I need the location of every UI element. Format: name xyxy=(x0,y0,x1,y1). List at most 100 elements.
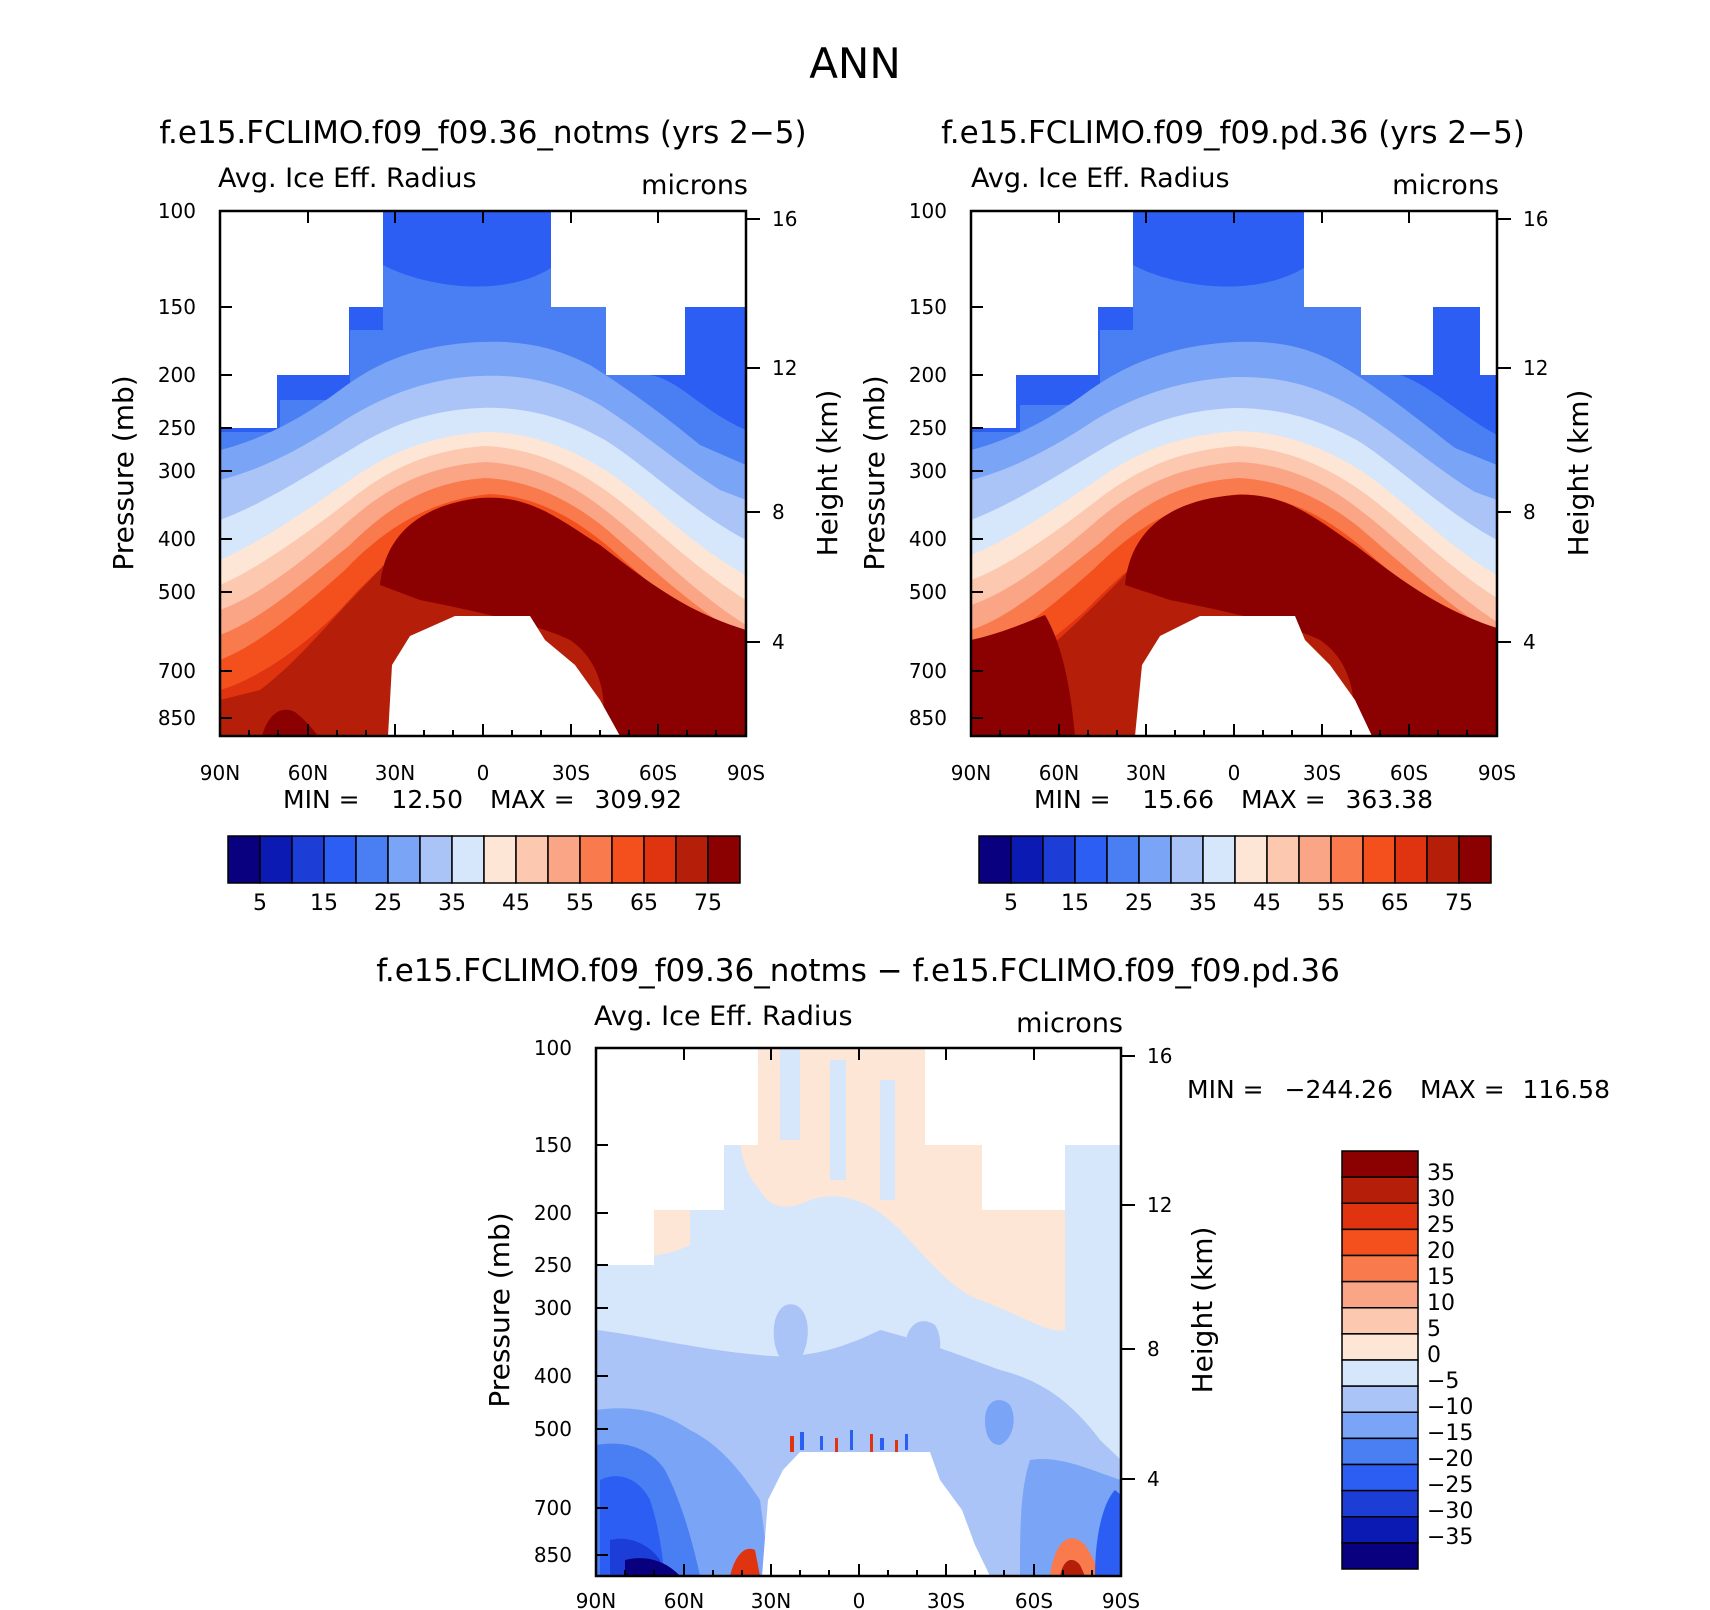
ytick-diff-100: 100 xyxy=(534,1036,572,1060)
cbar-diff-label-5: 10 xyxy=(1427,1291,1455,1316)
ytick-diff-300: 300 xyxy=(534,1296,572,1320)
cbar-notms-label-75: 75 xyxy=(694,891,722,916)
cbar-notms-label-45: 45 xyxy=(502,891,530,916)
ytick-pd-250: 250 xyxy=(909,416,947,440)
cbar-pd-swatch-10 xyxy=(1298,835,1332,884)
panel-diff-variable-label: Avg. Ice Eff. Radius xyxy=(594,1001,853,1032)
y2tick-diff-4: 4 xyxy=(1147,1467,1160,1491)
cbar-pd-label-5: 5 xyxy=(1004,891,1018,916)
xtick-pd-90s: 90S xyxy=(1478,761,1516,785)
mask-pd-ground xyxy=(1135,616,1372,736)
cbar-diff-swatch-10 xyxy=(1341,1411,1419,1440)
y2tick-notms-12: 12 xyxy=(772,356,797,380)
stats-notms-min-label: MIN = xyxy=(283,785,360,814)
ytick-pd-100: 100 xyxy=(909,199,947,223)
mask-diff-ground xyxy=(762,1452,990,1576)
diff-neg-lowleft-5 xyxy=(625,1558,680,1576)
xtick-diff-30n: 30N xyxy=(751,1589,791,1610)
ytick-notms-250: 250 xyxy=(158,416,196,440)
cbar-pd-swatch-8 xyxy=(1234,835,1268,884)
cbar-pd-swatch-2 xyxy=(1042,835,1076,884)
ytick-pd-500: 500 xyxy=(909,580,947,604)
panel-diff-xaxis: 90N 60N 30N 0 30S 60S 90S xyxy=(576,1589,1140,1610)
cbar-pd-swatch-1 xyxy=(1010,835,1044,884)
diff-neg-lowright-2 xyxy=(1095,1490,1121,1576)
cbar-pd-label-65: 65 xyxy=(1381,891,1409,916)
panel-pd-xaxis: 90N 60N 30N 0 30S 60S 90S xyxy=(951,761,1516,785)
cbar-notms-swatch-11 xyxy=(579,835,613,884)
cbar-diff-label-6: 5 xyxy=(1427,1317,1441,1342)
panel-notms-yaxis: 100 150 200 250 300 400 500 700 850 xyxy=(158,199,196,730)
panel-notms-ylabel: Pressure (mb) xyxy=(107,375,140,570)
cbar-diff-swatch-13 xyxy=(1341,1489,1419,1518)
ytick-notms-500: 500 xyxy=(158,580,196,604)
cbar-diff-label-14: −35 xyxy=(1427,1525,1473,1550)
panel-notms-y2ticks xyxy=(746,218,760,643)
panel-pd-yaxis: 100 150 200 250 300 400 500 700 850 xyxy=(909,199,947,730)
cbar-pd-swatch-13 xyxy=(1394,835,1428,884)
panel-notms-xaxis: 90N 60N 30N 0 30S 60S 90S xyxy=(200,761,765,785)
xtick-pd-0: 0 xyxy=(1228,761,1241,785)
stats-pd-min-label: MIN = xyxy=(1034,785,1111,814)
y2tick-pd-12: 12 xyxy=(1523,356,1548,380)
mask-diff-tr xyxy=(925,1048,1121,1145)
ytick-pd-300: 300 xyxy=(909,459,947,483)
xtick-pd-30s: 30S xyxy=(1303,761,1341,785)
stats-pd-max: 363.38 xyxy=(1346,785,1433,814)
colorbar-diff-labels: 35 30 25 20 15 10 5 0 −5 −10 −15 −20 −25… xyxy=(1427,1161,1473,1550)
xtick-diff-60s: 60S xyxy=(1015,1589,1053,1610)
panel-diff-y2ticks xyxy=(1121,1055,1135,1480)
xtick-notms-90n: 90N xyxy=(200,761,240,785)
panel-pd-field xyxy=(971,211,1497,736)
cbar-notms-swatch-5 xyxy=(387,835,421,884)
y2tick-diff-12: 12 xyxy=(1147,1193,1172,1217)
cbar-diff-label-2: 25 xyxy=(1427,1213,1455,1238)
ytick-pd-850: 850 xyxy=(909,706,947,730)
cbar-diff-label-4: 15 xyxy=(1427,1265,1455,1290)
cbar-diff-swatch-1 xyxy=(1341,1176,1419,1204)
diff-neg-strip xyxy=(780,1048,895,1200)
cbar-pd-label-75: 75 xyxy=(1445,891,1473,916)
stats-diff-min-label: MIN = xyxy=(1187,1075,1264,1104)
cbar-diff-label-13: −30 xyxy=(1427,1499,1473,1524)
cbar-diff-swatch-12 xyxy=(1341,1463,1419,1492)
mask-pd-tr3 xyxy=(1480,307,1497,375)
cbar-notms-label-15: 15 xyxy=(310,891,338,916)
panel-pd-yticks xyxy=(971,210,983,719)
band-pd-core xyxy=(1125,494,1497,736)
cbar-notms-label-25: 25 xyxy=(374,891,402,916)
panel-diff-ylabel: Pressure (mb) xyxy=(483,1212,516,1407)
cbar-pd-swatch-0 xyxy=(978,835,1012,884)
cbar-pd-label-15: 15 xyxy=(1061,891,1089,916)
cbar-notms-swatch-9 xyxy=(515,835,549,884)
diff-pos-upper xyxy=(740,1048,1065,1331)
diff-neg-blob-2 xyxy=(905,1321,941,1381)
cbar-notms-swatch-13 xyxy=(643,835,677,884)
panel-pd-y2ticks xyxy=(1497,218,1511,643)
xtick-diff-0: 0 xyxy=(853,1589,866,1610)
cbar-notms-label-35: 35 xyxy=(438,891,466,916)
stats-notms-max-label: MAX = xyxy=(490,785,575,814)
panel-pd-ylabel2: Height (km) xyxy=(1562,390,1595,557)
diff-pos-left xyxy=(654,1210,690,1255)
diff-pos-ground-l xyxy=(730,1548,760,1576)
ytick-diff-700: 700 xyxy=(534,1496,572,1520)
colorbar-diff xyxy=(1341,1150,1419,1570)
cbar-diff-label-12: −25 xyxy=(1427,1473,1473,1498)
band-notms-ll2 xyxy=(262,709,318,736)
panel-pd-y2axis: 16 12 8 4 xyxy=(1523,207,1548,654)
mask-pd-tr2 xyxy=(1361,307,1433,375)
mask-diff-tl xyxy=(596,1048,758,1145)
panel-pd-units-label: microns xyxy=(1392,170,1499,201)
y2tick-pd-4: 4 xyxy=(1523,630,1536,654)
mask-notms-tr2 xyxy=(606,307,685,375)
panel-diff-title: f.e15.FCLIMO.f09_f09.36_notms − f.e15.FC… xyxy=(376,953,1340,989)
cbar-notms-swatch-3 xyxy=(323,835,357,884)
cbar-notms-swatch-8 xyxy=(483,835,517,884)
mask-pd-tl2 xyxy=(971,307,1098,375)
cbar-notms-swatch-0 xyxy=(227,835,261,884)
mask-notms-tr xyxy=(551,211,746,307)
cbar-diff-swatch-4 xyxy=(1341,1254,1419,1283)
cbar-diff-swatch-0 xyxy=(1341,1150,1419,1178)
